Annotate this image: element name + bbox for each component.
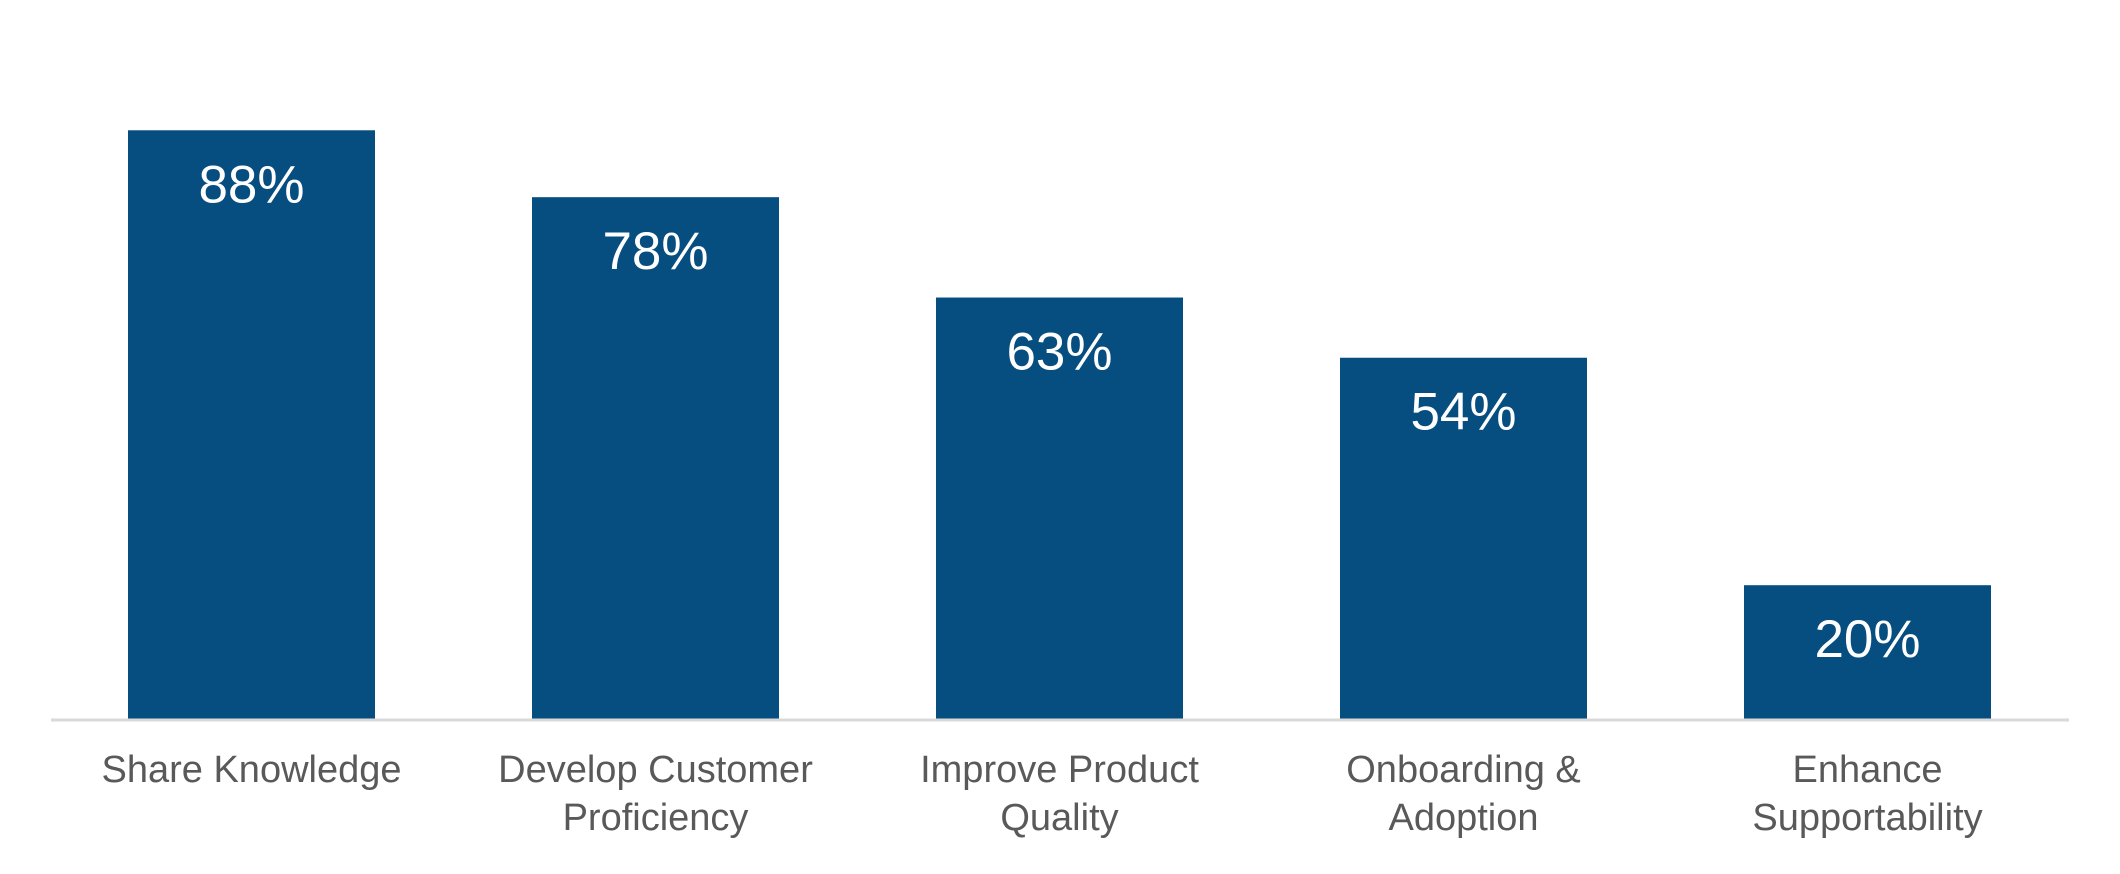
category-label-line: Share Knowledge [102, 749, 402, 791]
category-label-line: Improve Product [920, 749, 1199, 791]
category-label: Improve Product Quality [920, 749, 1199, 839]
bar-value-label: 54% [1410, 383, 1516, 442]
bar-value-label: 63% [1006, 323, 1112, 382]
category-label-line: Proficiency [563, 797, 749, 839]
category-label: Share Knowledge [102, 749, 402, 791]
bar [1744, 585, 1991, 719]
category-label-line: Supportability [1752, 797, 1982, 839]
category-label: Enhance Supportability [1752, 749, 1982, 839]
bar [128, 130, 375, 719]
bar-value-label: 88% [198, 155, 304, 214]
category-label-line: Develop Customer [498, 749, 813, 791]
category-label-line: Enhance [1792, 749, 1942, 791]
data-labels-group: 88% 78% 63% 54% 20% [198, 155, 1920, 669]
bar [936, 297, 1183, 719]
category-label-line: Quality [1000, 797, 1118, 839]
bar [532, 197, 779, 719]
category-labels-group: Share Knowledge Develop Customer Proficien… [102, 749, 1983, 839]
category-label: Develop Customer Proficiency [498, 749, 813, 839]
bar-value-label: 78% [602, 222, 708, 281]
category-label: Onboarding & Adoption [1346, 749, 1581, 839]
bars-group [128, 130, 1991, 719]
category-label-line: Onboarding & [1346, 749, 1581, 791]
bar [1340, 357, 1587, 719]
category-label-line: Adoption [1388, 797, 1538, 839]
bar-value-label: 20% [1814, 610, 1920, 669]
